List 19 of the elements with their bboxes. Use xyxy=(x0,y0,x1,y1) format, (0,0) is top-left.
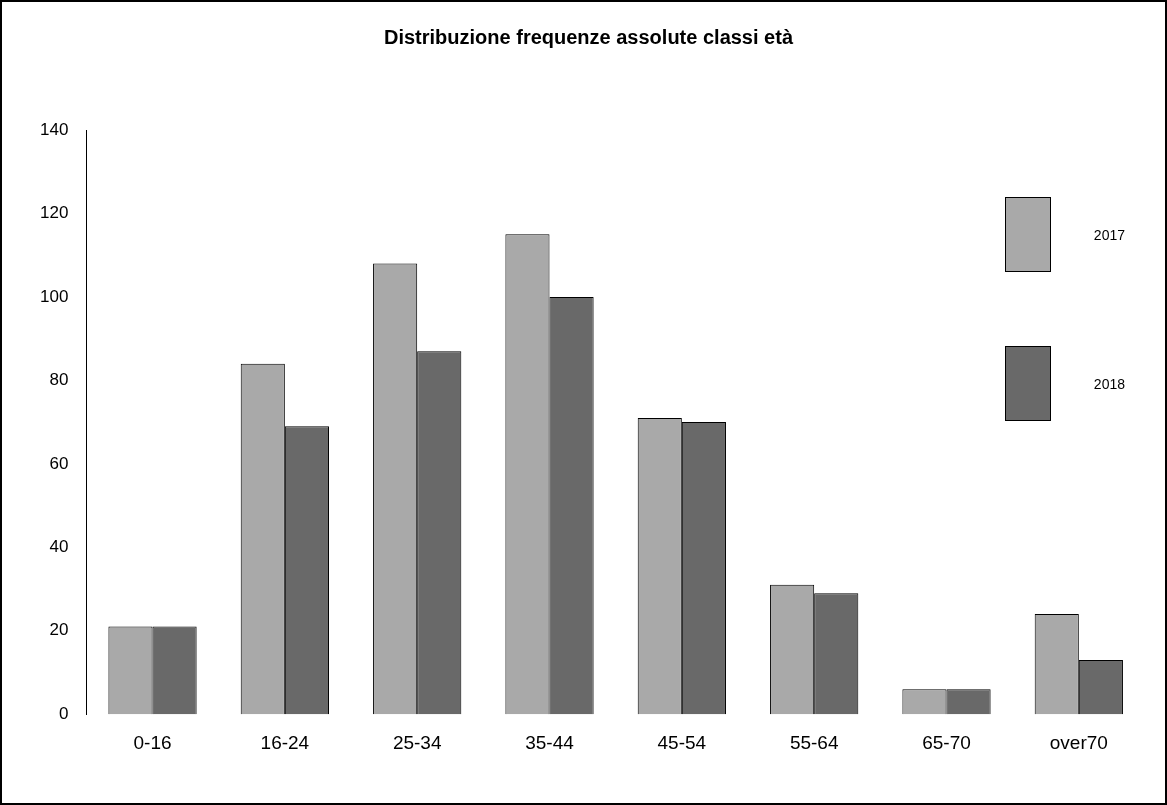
x-tick-label: 16-24 xyxy=(260,731,310,753)
y-tick-label: 20 xyxy=(49,620,69,640)
y-tick-label: 0 xyxy=(58,703,69,723)
x-tick-label: 25-34 xyxy=(392,731,442,753)
y-tick-label: 60 xyxy=(49,453,69,473)
y-tick-label: 80 xyxy=(49,370,69,390)
text: 2017 xyxy=(1093,226,1125,243)
x-tick-label: 65-70 xyxy=(922,731,971,753)
text: 2018 xyxy=(1093,375,1125,392)
y-tick-label: 140 xyxy=(39,119,69,139)
x-tick-label: 35-44 xyxy=(525,731,575,753)
chart-title: Distribuzione frequenze assolute classi età xyxy=(383,25,794,48)
y-tick-label: 120 xyxy=(39,203,69,223)
x-tick-label: 55-64 xyxy=(789,731,839,753)
x-tick-label: 45-54 xyxy=(657,731,707,753)
x-tick-label: over70 xyxy=(1049,731,1108,753)
y-tick-label: 40 xyxy=(49,536,69,556)
x-tick-label: 0-16 xyxy=(133,731,172,753)
y-tick-label: 100 xyxy=(39,286,69,306)
